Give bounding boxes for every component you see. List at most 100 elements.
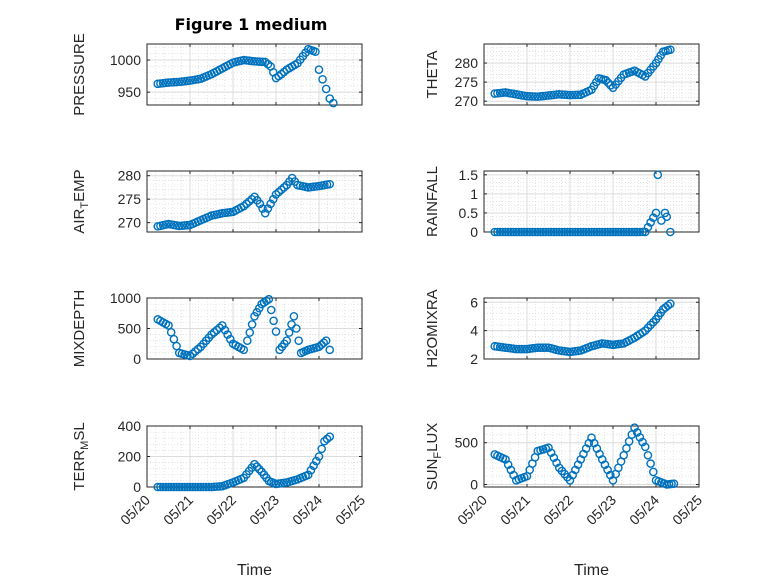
data-point [169,77,179,87]
data-point [600,227,610,237]
data-point [597,227,607,237]
x-tick-label: 05/24 [289,492,325,528]
axes-frame [483,43,700,106]
data-point [191,482,200,492]
axes-frame [483,297,700,360]
data-point [606,81,615,90]
data-point [565,227,575,237]
data-point [185,351,195,361]
x-tick-label: 05/22 [540,492,576,528]
data-point [239,345,249,355]
y-tick-label: 1000 [110,52,141,68]
y-tick-label: 0 [470,476,478,492]
axes-frame [146,43,363,106]
y-tick-label: 950 [118,84,142,100]
data-point [589,227,599,237]
data-point [201,482,211,492]
y-axis-label: TERRMSL [71,422,91,490]
data-point [204,482,214,492]
data-point [528,92,537,101]
data-point [579,227,588,237]
data-point [571,90,580,100]
plot-area [484,171,699,232]
data-point [557,227,567,237]
data-point [649,213,658,223]
y-tick-label: 280 [118,168,142,184]
data-point [314,452,324,461]
subplot-theta: 270 275 280 THETA [424,43,700,109]
data-point [255,57,265,66]
y-axis-label-part: LUX [424,423,441,452]
data-point [592,227,602,237]
data-point [630,423,639,432]
data-point [630,227,639,237]
data-point [177,482,187,492]
data-point [321,336,331,346]
data-point [643,222,653,232]
series-markers [490,423,679,489]
data-point [292,324,301,333]
subplot-mixdepth: 0 500 1000 MIXDEPTH [71,290,363,368]
data-point [329,98,338,108]
data-point [669,479,679,488]
data-point [284,328,294,337]
data-point [646,459,655,468]
y-tick-label: 0 [470,224,478,240]
x-tick-label: 05/22 [203,492,239,528]
data-point [627,227,637,237]
data-point [169,482,179,492]
data-point [571,227,580,237]
y-tick-label: 500 [455,435,479,451]
series-markers [153,432,335,492]
data-point [274,187,283,197]
data-point [322,434,332,444]
data-point [522,91,532,101]
data-point [549,227,559,237]
data-point [325,179,335,189]
x-tick-label: 05/21 [497,492,533,528]
data-point [220,325,230,335]
data-point [188,349,197,358]
plot-area [147,44,362,105]
data-point [649,467,658,477]
data-point [601,75,611,85]
y-tick-label: 0.5 [459,205,479,221]
data-point [289,311,299,321]
data-point [525,92,534,101]
data-point [640,442,650,452]
y-tick-label: 2 [470,351,478,367]
y-axis-label: MIXDEPTH [71,290,88,368]
data-point [209,482,219,492]
data-point [651,208,661,218]
data-point [209,328,219,337]
data-point [193,344,203,354]
y-tick-label: 0 [133,479,141,495]
data-point [638,227,647,237]
data-point [557,90,567,99]
data-point [312,456,321,466]
data-point [266,199,275,209]
data-point [573,227,583,237]
data-point [306,465,316,475]
data-point [533,227,543,237]
data-point [603,227,612,237]
data-point [172,482,181,492]
data-point [188,482,197,492]
y-tick-label: 275 [455,74,479,90]
data-point [560,227,569,237]
data-point [530,227,540,237]
y-axis-label: H2OMIXRA [424,289,441,367]
data-point [264,294,274,304]
subplot-rainfall: 0 0.5 1 1.5 RAINFALL [424,166,700,240]
x-axis-label: Time [574,562,609,579]
data-point [215,323,224,333]
data-point [269,316,278,326]
x-tick-label: 05/24 [626,492,662,528]
data-point [269,194,278,204]
data-point [606,227,615,237]
data-point [164,78,173,87]
data-point [495,227,505,237]
data-point [250,57,259,66]
data-point [183,220,192,230]
data-point [277,69,286,79]
